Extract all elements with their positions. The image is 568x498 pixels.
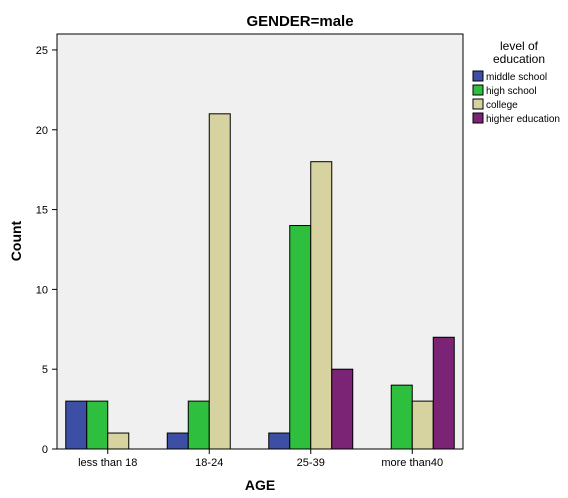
legend-title: level of [500, 39, 539, 53]
legend-swatch [472, 84, 484, 96]
x-tick-label: 25-39 [297, 457, 325, 469]
x-axis-label: AGE [245, 477, 275, 493]
bar [208, 113, 231, 450]
y-axis-label: Count [8, 220, 24, 261]
y-tick-label: 5 [42, 364, 48, 376]
legend-label: college [486, 100, 518, 111]
chart-title: GENDER=male [246, 13, 353, 30]
y-tick-label: 15 [36, 205, 48, 217]
bar [86, 400, 109, 450]
legend-label: middle school [486, 72, 547, 83]
plot-area [56, 33, 464, 450]
bar [187, 400, 210, 450]
legend-label: high school [486, 86, 537, 97]
y-tick-label: 10 [36, 284, 48, 296]
bar [310, 161, 333, 450]
x-tick-label: 18-24 [195, 457, 223, 469]
legend-swatch [472, 112, 484, 124]
y-tick-label: 0 [42, 444, 48, 456]
y-tick-label: 20 [36, 125, 48, 137]
bar [268, 432, 291, 450]
legend-title: education [493, 52, 545, 66]
y-axis: 0 5 10 15 20 25 [36, 45, 57, 456]
x-axis: less than 18 18-24 25-39 more than40 [78, 449, 443, 469]
y-tick-label: 25 [36, 45, 48, 57]
bar [432, 336, 455, 450]
bar [331, 368, 354, 450]
bar [390, 384, 413, 450]
legend-label: higher education [486, 114, 560, 125]
legend-swatch [472, 98, 484, 110]
bar [289, 225, 312, 450]
bar [65, 400, 88, 450]
x-tick-label: less than 18 [78, 457, 137, 469]
legend-swatch [472, 70, 484, 82]
bars [65, 113, 455, 450]
bar [411, 400, 434, 450]
bar [166, 432, 189, 450]
bar [107, 432, 130, 450]
x-tick-label: more than40 [381, 457, 443, 469]
